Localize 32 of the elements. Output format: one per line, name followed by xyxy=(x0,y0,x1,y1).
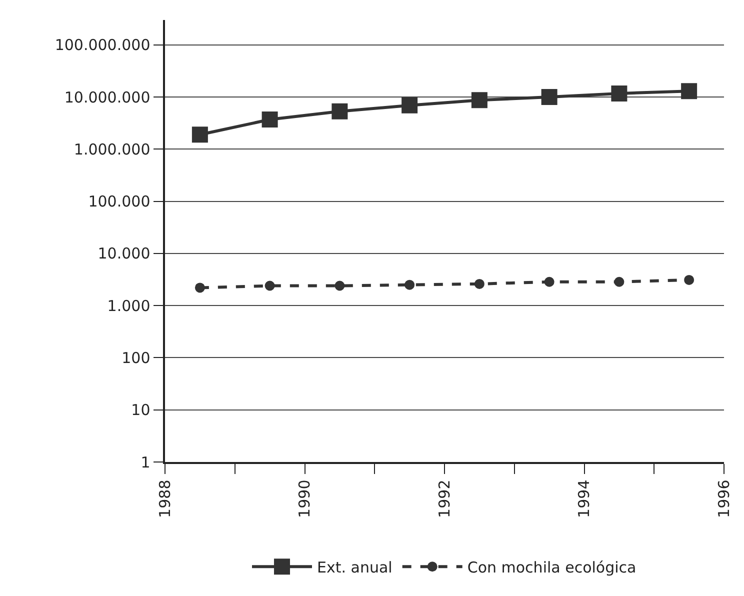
point xyxy=(264,280,275,291)
point xyxy=(684,274,694,285)
point xyxy=(404,280,415,290)
y-tick-label: 10.000.000 xyxy=(64,88,150,106)
point xyxy=(544,276,554,287)
x-tick-label: 1990 xyxy=(296,480,314,518)
x-tick-label: 1988 xyxy=(156,480,174,518)
y-tick-label: 10.000 xyxy=(98,244,150,263)
y-tick-label: 100.000 xyxy=(88,192,150,211)
point xyxy=(541,89,558,106)
point xyxy=(334,280,345,291)
point xyxy=(681,83,698,100)
y-tick-label: 100.000.000 xyxy=(54,36,150,54)
y-tick-label: 1.000.000 xyxy=(74,140,150,158)
x-tick-label: 1992 xyxy=(435,480,454,518)
point xyxy=(192,126,208,143)
y-tick-label: 100 xyxy=(122,348,150,367)
point xyxy=(471,92,488,108)
point xyxy=(614,276,624,287)
x-tick-label: 1996 xyxy=(714,480,733,518)
legend-label: Con mochila ecológica xyxy=(467,558,636,576)
point xyxy=(402,97,418,114)
x-tick-label: 1994 xyxy=(575,480,594,518)
y-tick-label: 1 xyxy=(140,453,150,472)
point xyxy=(611,85,628,102)
point xyxy=(262,112,278,128)
y-tick-label: 10 xyxy=(131,401,150,420)
y-tick-label: 1.000 xyxy=(107,296,150,315)
point xyxy=(332,103,348,120)
point xyxy=(474,278,484,289)
legend-label: Ext. anual xyxy=(317,558,392,576)
point xyxy=(194,282,205,293)
